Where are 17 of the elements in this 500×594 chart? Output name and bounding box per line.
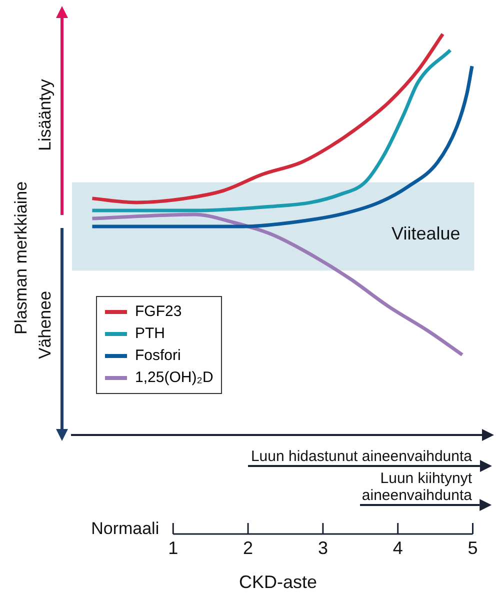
- x-axis-title: CKD-aste: [238, 572, 318, 592]
- x-tick-label: 5: [468, 538, 478, 558]
- x-tick-label: 4: [392, 538, 403, 558]
- x-tick-label: 1: [168, 538, 178, 558]
- legend-label: Fosfori: [135, 346, 181, 366]
- legend-label: FGF23: [135, 302, 182, 322]
- text: Luun hidastunut aineenvaihdunta: [250, 448, 473, 465]
- band-label: Viitealue: [392, 223, 460, 244]
- text: Luun kiihtynyt aineenvaihdunta: [362, 470, 473, 504]
- x-tick-label: 2: [243, 538, 254, 558]
- text: Vähenee: [36, 290, 55, 360]
- x-tick-label: 3: [318, 538, 328, 558]
- legend-label: 1,25(OH)₂D: [135, 368, 214, 388]
- text: Lisääntyy: [36, 78, 55, 151]
- y-axis-title: Plasman merkkiaine: [12, 181, 31, 335]
- legend-label: PTH: [135, 324, 165, 344]
- text: Normaali: [91, 519, 160, 538]
